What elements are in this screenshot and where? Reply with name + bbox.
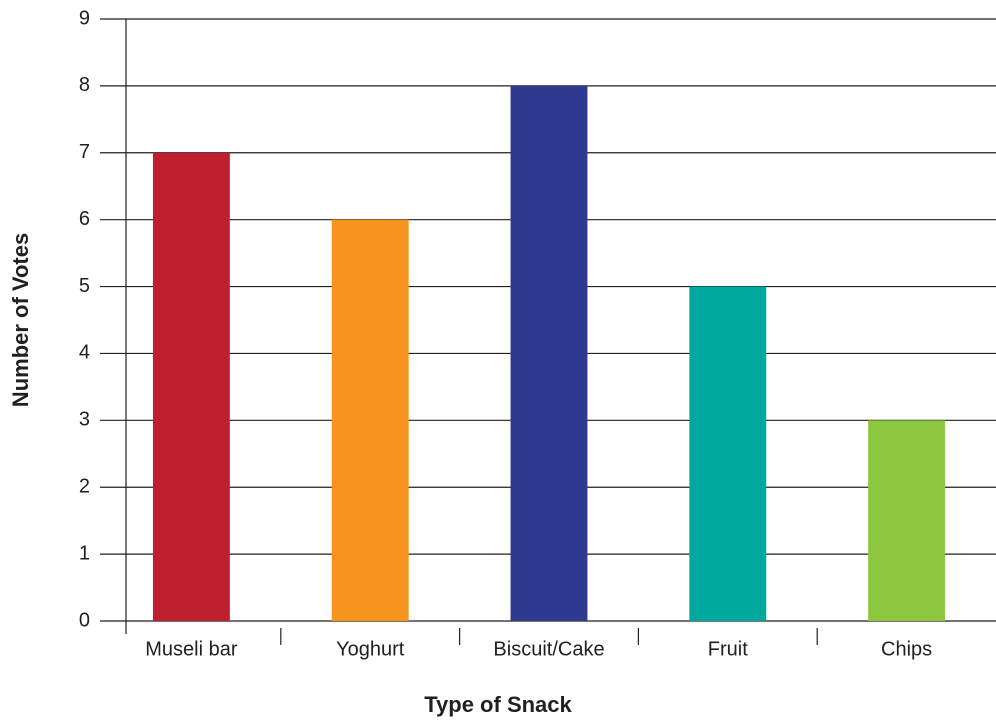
x-tick-label: Biscuit/Cake (493, 638, 604, 660)
x-tick-label: Fruit (708, 638, 748, 660)
x-tick-label: Yoghurt (336, 638, 405, 660)
y-tick-label: 8 (79, 74, 90, 96)
y-tick-label: 3 (79, 409, 90, 431)
y-tick-label: 9 (79, 7, 90, 29)
y-tick-label: 6 (79, 208, 90, 230)
y-tick-label: 5 (79, 275, 90, 297)
y-tick-label: 2 (79, 476, 90, 498)
bar (331, 219, 409, 621)
bar (689, 286, 767, 621)
bar (152, 152, 230, 621)
y-tick-label: 4 (79, 342, 90, 364)
y-tick-label: 0 (79, 609, 90, 631)
y-tick-label: 7 (79, 141, 90, 163)
y-axis-title: Number of Votes (8, 233, 33, 407)
x-tick-label: Chips (881, 638, 932, 660)
bar (510, 85, 588, 621)
x-tick-label: Museli bar (145, 638, 238, 660)
x-axis-title: Type of Snack (424, 692, 572, 717)
bar (868, 420, 946, 621)
y-tick-label: 1 (79, 542, 90, 564)
